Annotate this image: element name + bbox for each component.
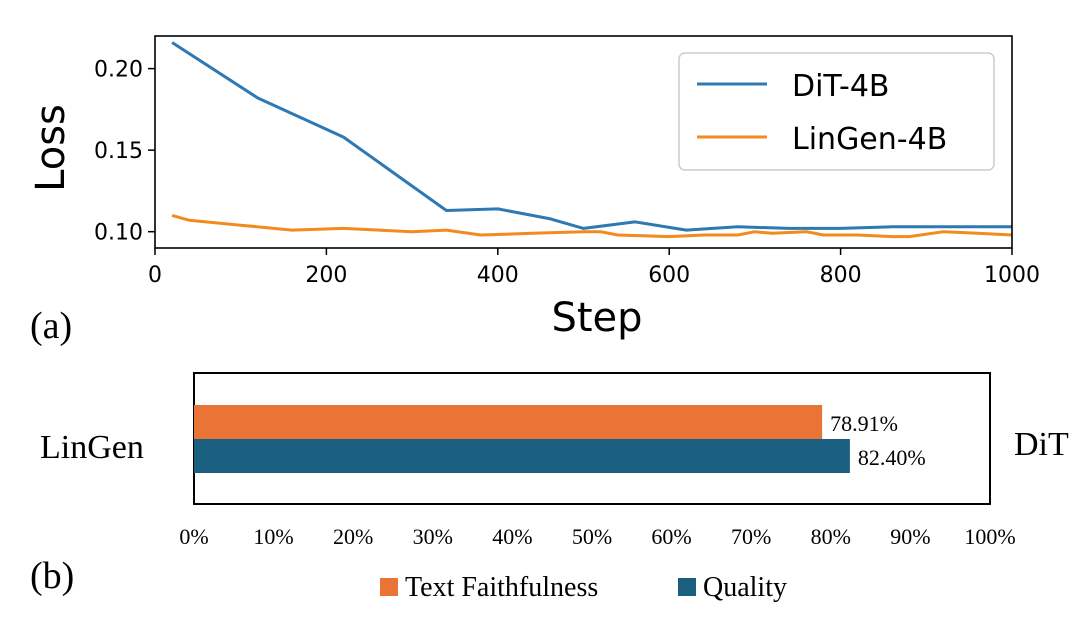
- y-tick-label: 0.20: [94, 58, 143, 83]
- percent-tick-label: 20%: [333, 524, 373, 549]
- x-axis: 0 200 400 600 800 1000: [148, 248, 1040, 288]
- percent-tick-label: 50%: [572, 524, 612, 549]
- series-line-lingen-4b: [171, 213, 1013, 239]
- bar-value-label: 82.40%: [858, 445, 926, 470]
- x-tick-label: 800: [820, 263, 862, 288]
- percent-tick-label: 0%: [179, 524, 208, 549]
- legend-box: [678, 52, 995, 171]
- percent-tick-label: 80%: [811, 524, 851, 549]
- x-tick-label: 0: [148, 263, 162, 288]
- percent-axis: 0% 10% 20% 30% 40% 50% 60% 70% 80% 90% 100%: [179, 524, 1015, 549]
- x-tick-label: 200: [305, 263, 347, 288]
- loss-line-chart: 0.10 0.15 0.20 0 200 400 600 800 1000 Loss Step…: [28, 35, 1040, 347]
- percent-tick-label: 30%: [413, 524, 453, 549]
- y-tick-label: 0.15: [94, 139, 143, 164]
- legend: DiT-4B LinGen-4B: [678, 52, 995, 171]
- x-tick-label: 400: [477, 263, 519, 288]
- bar-value-label: 78.91%: [830, 411, 898, 436]
- score-bar-chart: 78.91% 82.40% 0% 10% 20% 30% 40% 50% 60% 70% 80% 9…: [30, 372, 1069, 603]
- panel-label-a: (a): [30, 305, 72, 347]
- right-label-dit: DiT: [1014, 426, 1069, 463]
- legend-label-dit: DiT-4B: [792, 69, 890, 104]
- legend-label-quality: Quality: [703, 572, 787, 603]
- percent-tick-label: 70%: [731, 524, 771, 549]
- y-axis: 0.10 0.15 0.20: [94, 58, 155, 246]
- y-axis-label: Loss: [28, 104, 74, 192]
- percent-tick-label: 40%: [492, 524, 532, 549]
- percent-tick-label: 100%: [964, 524, 1015, 549]
- legend-swatch-quality: [678, 578, 696, 596]
- x-axis-label: Step: [551, 295, 642, 341]
- bar-text-faithfulness: [194, 405, 823, 439]
- legend-swatch-text-faithfulness: [380, 578, 398, 596]
- legend-label-text-faithfulness: Text Faithfulness: [405, 572, 598, 603]
- percent-tick-label: 10%: [253, 524, 293, 549]
- panel-label-b: (b): [30, 555, 74, 597]
- bars: 78.91% 82.40%: [194, 405, 926, 473]
- bar-legend: Text Faithfulness Quality: [380, 572, 787, 603]
- series-line-dit-4b: [171, 41, 1012, 232]
- legend-label-lingen: LinGen-4B: [792, 122, 947, 157]
- y-tick-label: 0.10: [94, 221, 143, 246]
- percent-tick-label: 60%: [651, 524, 691, 549]
- x-tick-label: 1000: [984, 263, 1040, 288]
- plot-lines: [171, 41, 1013, 239]
- bar-quality: [194, 439, 850, 473]
- percent-tick-label: 90%: [890, 524, 930, 549]
- left-label-lingen: LinGen: [40, 429, 144, 466]
- x-tick-label: 600: [648, 263, 690, 288]
- plot-frame: [154, 35, 1013, 249]
